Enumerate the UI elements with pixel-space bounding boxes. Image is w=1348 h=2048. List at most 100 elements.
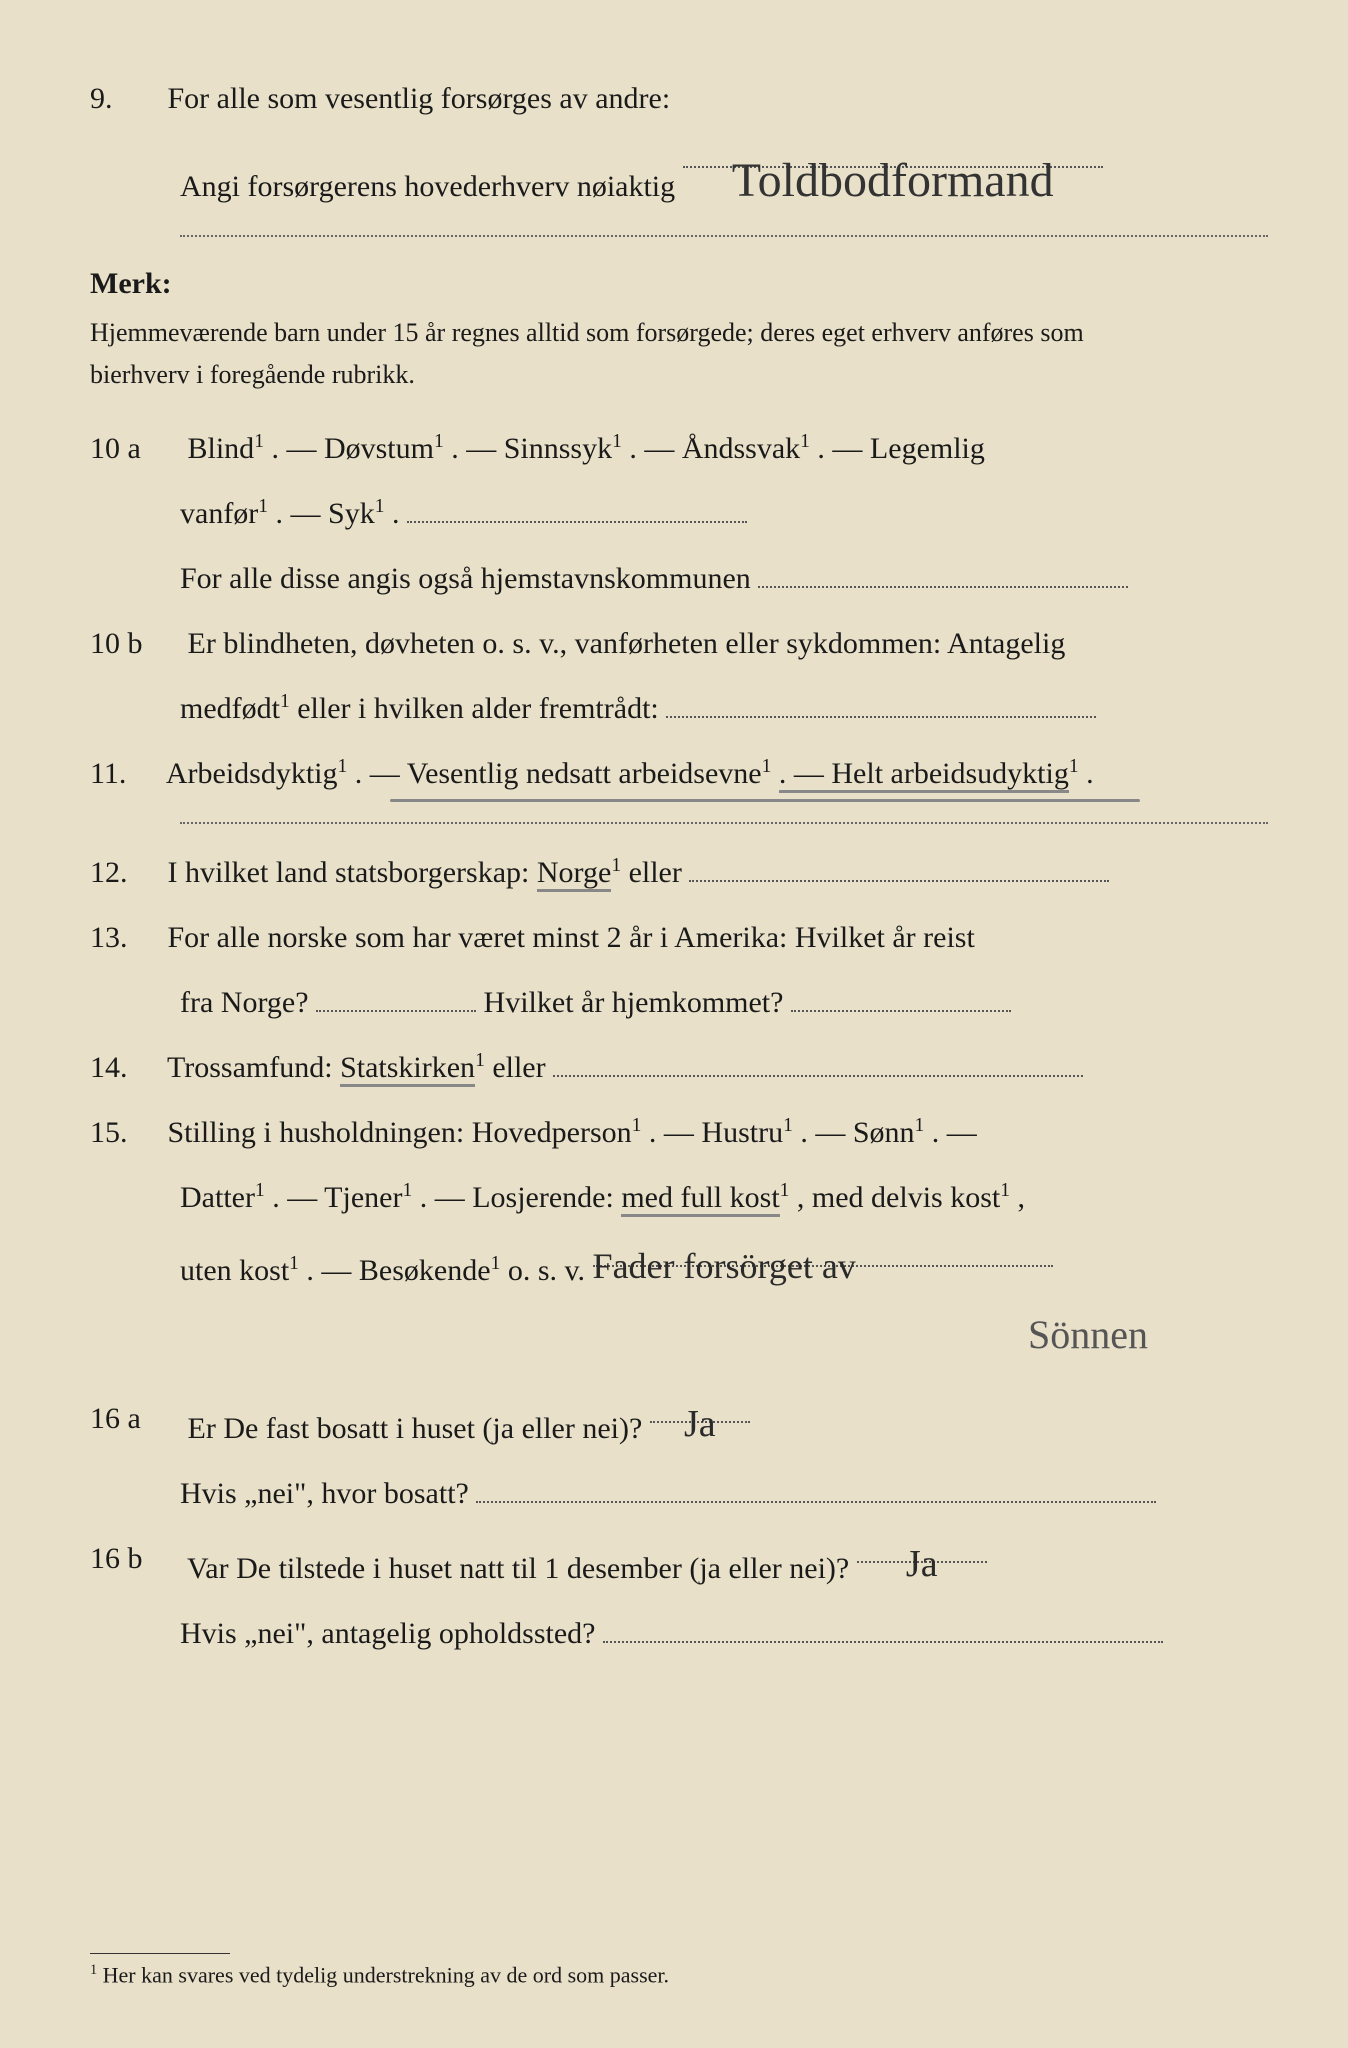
q15-l2p2: . — Losjerende: <box>420 1181 622 1214</box>
q10a-syk-field <box>407 490 747 523</box>
q10a-p3: . — Åndssvak <box>629 432 800 465</box>
q13-field1 <box>316 979 476 1012</box>
q9-text2: Angi forsørgerens hovederhverv nøiaktig <box>180 170 675 203</box>
q10b-line1: 10 b Er blindheten, døvheten o. s. v., v… <box>90 615 1268 672</box>
q15-l1p1: . — Hustru <box>649 1116 783 1149</box>
q15-answer-field: Fader forsörget av <box>593 1234 1053 1267</box>
q11-line: 11. Arbeidsdyktig1 . — Vesentlig nedsatt… <box>90 745 1268 802</box>
q14-field <box>553 1044 1083 1077</box>
q13-text1: For alle norske som har været minst 2 år… <box>168 921 975 954</box>
q9-answer-field: Toldbodformand <box>683 135 1103 168</box>
q16b-text2: Hvis „nei", antagelig opholdssted? <box>180 1617 596 1650</box>
footnote-text: 1 Her kan svares ved tydelig understrekn… <box>90 1962 1268 1988</box>
q16b-line2: Hvis „nei", antagelig opholdssted? <box>180 1605 1268 1662</box>
q16a-answer: Ja <box>684 1388 716 1460</box>
q9-answer: Toldbodformand <box>732 154 1054 207</box>
q9-line2: Angi forsørgerens hovederhverv nøiaktig … <box>180 135 1268 215</box>
q10a-l3: For alle disse angis også hjemstavnskomm… <box>180 562 751 595</box>
q15-l3post: o. s. v. <box>508 1254 585 1287</box>
q15-l1p2: . — Sønn <box>800 1116 914 1149</box>
q9-text1: For alle som vesentlig forsørges av andr… <box>168 82 671 115</box>
q10b-line2: medfødt1 eller i hvilken alder fremtrådt… <box>180 680 1268 737</box>
q15-l3mid: . — Besøkende <box>306 1254 490 1287</box>
q15-num: 15. <box>90 1104 160 1161</box>
q15-l1p3: . — <box>932 1116 977 1149</box>
q15-l2p1: . — Tjener <box>272 1181 402 1214</box>
q15-answer2-line: Sönnen <box>90 1299 1268 1375</box>
q9-line1: 9. For alle som vesentlig forsørges av a… <box>90 70 1268 127</box>
q13-field2 <box>791 979 1011 1012</box>
q10a-l2p1: . — Syk <box>276 497 375 530</box>
q15-line3: uten kost1 . — Besøkende1 o. s. v. Fader… <box>180 1234 1268 1299</box>
merk-block: Merk: Hjemmeværende barn under 15 år reg… <box>90 255 1268 395</box>
footnote-body: Her kan svares ved tydelig understreknin… <box>103 1962 669 1987</box>
q16b-text1: Var De tilstede i huset natt til 1 desem… <box>187 1552 849 1585</box>
q13-line1: 13. For alle norske som har været minst … <box>90 909 1268 966</box>
q16b-field <box>603 1610 1163 1643</box>
footnote-rule <box>90 1953 230 1954</box>
q16b-answer: Ja <box>906 1528 938 1600</box>
q13-l2b: Hvilket år hjemkommet? <box>484 986 784 1019</box>
q10a-line1: 10 a Blind1 . — Døvstum1 . — Sinnssyk1 .… <box>90 420 1268 477</box>
q15-l2p3: med full kost <box>621 1181 779 1217</box>
q14-num: 14. <box>90 1039 160 1096</box>
q10b-pre: medfødt <box>180 692 280 725</box>
q10b-text1: Er blindheten, døvheten o. s. v., vanfør… <box>188 627 1066 660</box>
q10a-l2p2: . <box>392 497 400 530</box>
q15-line2: Datter1 . — Tjener1 . — Losjerende: med … <box>180 1169 1268 1226</box>
q11-underline <box>180 822 1268 824</box>
q15-l2p5: , <box>1017 1181 1025 1214</box>
q11-p3: . <box>1086 757 1094 790</box>
q9-num: 9. <box>90 70 160 127</box>
q10a-line2: vanfør1 . — Syk1 . <box>180 485 1268 542</box>
q10a-p0: Blind <box>188 432 255 465</box>
q12-num: 12. <box>90 844 160 901</box>
q10a-p1: . — Døvstum <box>271 432 434 465</box>
q10b-field <box>666 685 1096 718</box>
q12-line: 12. I hvilket land statsborgerskap: Norg… <box>90 844 1268 901</box>
q14-pre: Trossamfund: <box>167 1051 340 1084</box>
q13-line2: fra Norge? Hvilket år hjemkommet? <box>180 974 1268 1031</box>
q15-l1p0: Stilling i husholdningen: Hovedperson <box>168 1116 632 1149</box>
q11-p1: . — Vesentlig nedsatt arbeidsevne <box>355 757 762 790</box>
q13-l2a: fra Norge? <box>180 986 309 1019</box>
q16b-line1: 16 b Var De tilstede i huset natt til 1 … <box>90 1530 1268 1597</box>
q14-statskirken: Statskirken <box>340 1051 475 1087</box>
q13-num: 13. <box>90 909 160 966</box>
q12-norge: Norge <box>537 856 611 892</box>
q10a-p2: . — Sinnssyk <box>451 432 612 465</box>
merk-label: Merk: <box>90 255 210 312</box>
q16a-line2: Hvis „nei", hvor bosatt? <box>180 1465 1268 1522</box>
q10a-p4: . — Legemlig <box>817 432 984 465</box>
q10a-num: 10 a <box>90 420 180 477</box>
q10a-l2p0: vanfør <box>180 497 258 530</box>
q11-p0: Arbeidsdyktig <box>166 757 338 790</box>
q15-l2p4: , med delvis kost <box>797 1181 1000 1214</box>
merk-text: Hjemmeværende barn under 15 år regnes al… <box>90 312 1143 395</box>
q16a-field <box>476 1470 1156 1503</box>
q16a-line1: 16 a Er De fast bosatt i huset (ja eller… <box>90 1390 1268 1457</box>
q16a-num: 16 a <box>90 1390 180 1447</box>
q9-underline <box>180 235 1268 237</box>
q16a-answer-field: Ja <box>650 1390 750 1423</box>
q11-pencil-mark <box>390 799 1140 802</box>
q16b-num: 16 b <box>90 1530 180 1587</box>
q15-line1: 15. Stilling i husholdningen: Hovedperso… <box>90 1104 1268 1161</box>
q11-p2: . — Helt arbeidsudyktig <box>779 757 1069 793</box>
q14-line: 14. Trossamfund: Statskirken1 eller <box>90 1039 1268 1096</box>
footnote-block: 1 Her kan svares ved tydelig understrekn… <box>90 1953 1268 1988</box>
q15-l2p0: Datter <box>180 1181 255 1214</box>
q10b-post: eller i hvilken alder fremtrådt: <box>297 692 659 725</box>
q16a-text1: Er De fast bosatt i huset (ja eller nei)… <box>188 1412 643 1445</box>
q10a-line3: For alle disse angis også hjemstavnskomm… <box>180 550 1268 607</box>
q14-post: eller <box>492 1051 545 1084</box>
q15-answer2: Sönnen <box>1028 1297 1148 1373</box>
q12-pre: I hvilket land statsborgerskap: <box>168 856 537 889</box>
footnote-sup: 1 <box>90 1962 97 1978</box>
q12-field <box>689 849 1109 882</box>
q11-num: 11. <box>90 745 160 802</box>
q12-post: eller <box>629 856 682 889</box>
q10a-kommune-field <box>758 555 1128 588</box>
q15-answer1: Fader forsörget av <box>593 1232 856 1300</box>
q10b-num: 10 b <box>90 615 180 672</box>
